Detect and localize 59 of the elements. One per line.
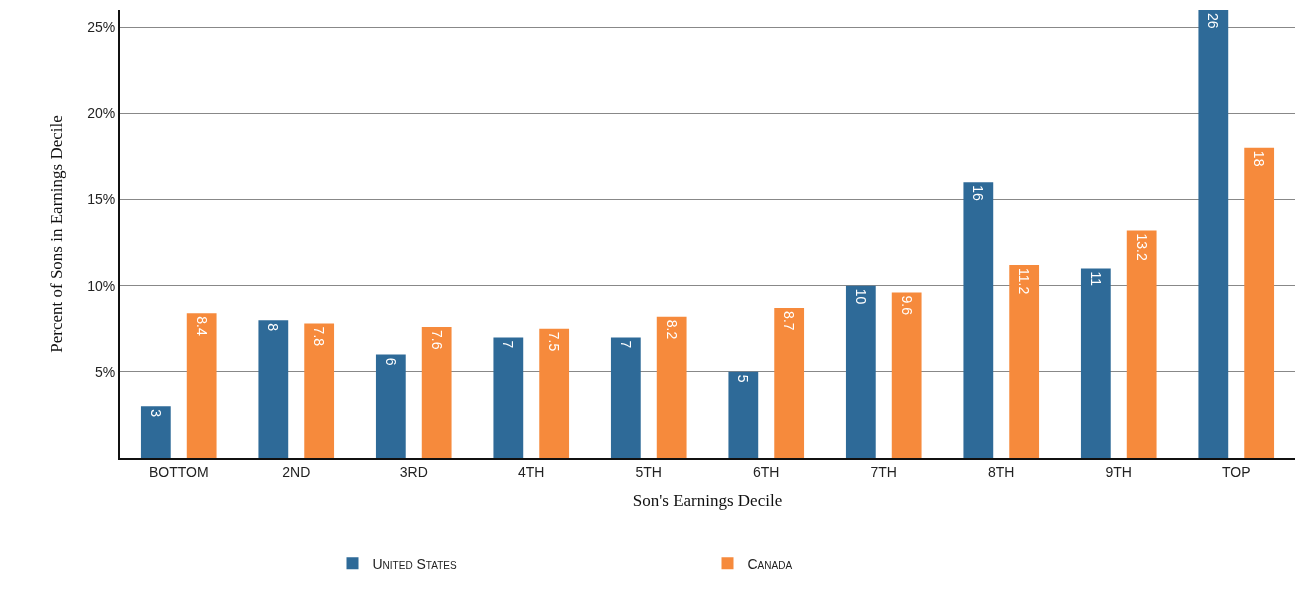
bar <box>1244 147 1275 458</box>
data-label: 10 <box>852 288 869 305</box>
bar <box>1009 265 1040 458</box>
x-tick-label: 2ND <box>282 463 311 480</box>
bar <box>258 320 289 458</box>
y-tick-label: 10% <box>87 277 116 294</box>
data-label: 11 <box>1087 271 1104 287</box>
bar <box>539 328 570 458</box>
bar <box>421 327 452 458</box>
x-tick-label: 8TH <box>988 463 1015 480</box>
x-tick-label: 5TH <box>635 463 662 480</box>
x-tick-label: 3RD <box>399 463 428 480</box>
bar <box>656 316 687 458</box>
y-axis-title: Percent of Sons in Earnings Decile <box>47 115 67 353</box>
bar <box>1126 230 1157 458</box>
data-label: 18 <box>1251 150 1268 167</box>
x-tick-label: 6TH <box>753 463 780 480</box>
data-label: 9.6 <box>898 295 915 316</box>
data-label: 11.2 <box>1016 268 1033 295</box>
data-label: 7 <box>500 340 517 349</box>
bar <box>774 308 805 458</box>
data-label: 8 <box>265 323 282 332</box>
legend-label: Canada <box>747 555 793 572</box>
data-label: 6 <box>382 357 399 366</box>
y-tick-label: 15% <box>87 191 116 208</box>
data-label: 16 <box>970 185 987 202</box>
y-tick-label: 20% <box>87 105 116 122</box>
x-axis-title: Son's Earnings Decile <box>632 490 783 510</box>
bar <box>963 182 994 458</box>
bar <box>493 337 524 458</box>
data-label: 8.4 <box>193 316 210 336</box>
data-label: 8.2 <box>663 319 680 340</box>
x-tick-label: 9TH <box>1105 463 1132 480</box>
bar <box>610 337 641 458</box>
bar <box>375 354 406 458</box>
x-tick-label: TOP <box>1221 463 1251 480</box>
data-label: 7.5 <box>546 331 563 352</box>
bar <box>304 323 335 458</box>
data-label: 3 <box>147 409 164 418</box>
data-label: 13.2 <box>1133 233 1150 262</box>
bar <box>186 313 217 458</box>
data-label: 26 <box>1205 13 1222 29</box>
x-tick-label: 7TH <box>870 463 897 480</box>
data-label: 7.8 <box>311 326 328 347</box>
x-tick-label: BOTTOM <box>148 463 209 480</box>
bar <box>845 285 876 458</box>
y-tick-label: 5% <box>94 363 116 380</box>
bar <box>1080 268 1111 458</box>
bar <box>140 406 171 458</box>
y-tick-label: 25% <box>87 19 116 36</box>
bar <box>1198 10 1229 458</box>
bar <box>728 371 759 458</box>
legend-label: United States <box>372 555 457 572</box>
data-label: 5 <box>735 374 752 383</box>
x-tick-label: 4TH <box>518 463 545 480</box>
data-label: 7.6 <box>428 330 445 350</box>
data-label: 7 <box>617 340 634 349</box>
bar <box>891 292 922 458</box>
data-label: 8.7 <box>781 311 798 331</box>
